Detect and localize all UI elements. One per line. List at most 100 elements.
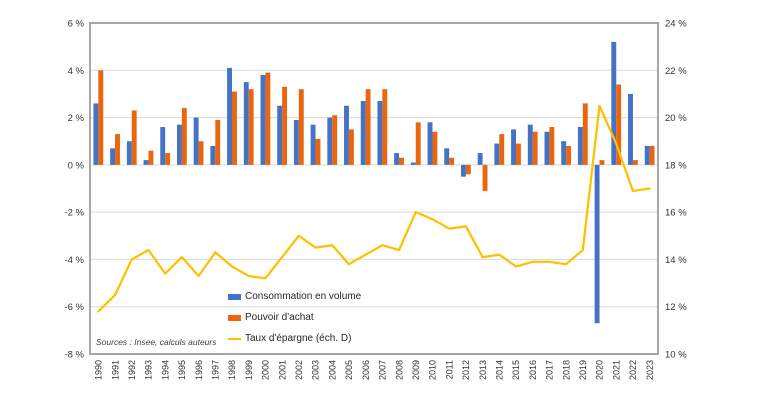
- x-axis-tick-label: 2006: [361, 360, 371, 380]
- bar-pouvoir-achat-1993: [148, 150, 154, 165]
- bar-pouvoir-achat-1997: [215, 119, 221, 165]
- bar-pouvoir-achat-2008: [399, 157, 404, 165]
- left-axis-tick-label: 0 %: [68, 160, 85, 171]
- x-axis-tick-label: 2012: [461, 360, 471, 380]
- x-axis-tick-label: 2007: [378, 360, 388, 380]
- right-axis-tick-label: 22 %: [665, 66, 687, 77]
- legend-swatch-taux-epargne: [228, 338, 241, 340]
- x-axis-tick-label: 2021: [611, 360, 621, 380]
- bar-pouvoir-achat-1998: [232, 91, 237, 165]
- x-axis-tick-label: 2003: [311, 360, 321, 380]
- bar-consommation-2022: [628, 93, 633, 165]
- bar-consommation-1992: [126, 141, 132, 165]
- bar-consommation-2004: [327, 117, 333, 165]
- x-axis-tick-label: 2011: [444, 360, 454, 379]
- bar-pouvoir-achat-2013: [482, 164, 488, 191]
- bar-consommation-2021: [611, 41, 617, 165]
- right-axis-tick-label: 24 %: [665, 19, 687, 30]
- bar-consommation-1996: [193, 117, 199, 165]
- bar-consommation-1990: [93, 103, 99, 165]
- x-axis-tick-label: 2005: [344, 360, 354, 380]
- x-axis-tick-label: 2015: [511, 360, 521, 380]
- bar-consommation-1997: [210, 145, 216, 165]
- bar-pouvoir-achat-1994: [165, 153, 171, 165]
- x-axis-tick-label: 1993: [144, 360, 154, 380]
- bar-consommation-1994: [160, 127, 166, 165]
- x-axis-tick-label: 2000: [261, 360, 271, 380]
- bar-consommation-2007: [377, 101, 383, 165]
- bar-consommation-2012: [460, 164, 466, 177]
- bar-consommation-2018: [561, 141, 567, 165]
- x-axis-tick-label: 2002: [294, 360, 304, 380]
- bar-pouvoir-achat-2010: [432, 131, 438, 165]
- bar-consommation-1999: [243, 82, 249, 165]
- x-axis-tick-label: 1992: [127, 360, 137, 380]
- bar-consommation-2002: [293, 119, 299, 165]
- bar-pouvoir-achat-1996: [198, 141, 204, 165]
- right-axis-tick-label: 20 %: [665, 113, 687, 124]
- bar-pouvoir-achat-2001: [282, 86, 288, 165]
- bar-pouvoir-achat-2017: [549, 127, 555, 165]
- bar-consommation-2013: [477, 153, 483, 165]
- bar-pouvoir-achat-2019: [582, 103, 588, 165]
- bar-pouvoir-achat-2021: [616, 84, 622, 165]
- bar-pouvoir-achat-2006: [365, 89, 371, 165]
- legend-item-taux-epargne: Taux d'épargne (éch. D): [228, 332, 361, 346]
- bar-pouvoir-achat-2004: [332, 115, 338, 165]
- right-axis-tick-label: 18 %: [665, 160, 687, 171]
- bar-consommation-1998: [227, 67, 232, 165]
- bar-consommation-2020: [594, 164, 600, 324]
- source-note: Sources : Insee, calculs auteurs: [96, 337, 217, 347]
- bar-pouvoir-achat-2002: [298, 89, 304, 165]
- bar-consommation-1995: [176, 124, 182, 165]
- right-axis-tick-label: 14 %: [665, 255, 687, 266]
- bar-consommation-2000: [260, 75, 266, 165]
- left-axis-tick-label: 2 %: [68, 113, 85, 124]
- left-axis-tick-label: -2 %: [64, 208, 84, 219]
- bar-consommation-2016: [527, 124, 533, 165]
- bar-pouvoir-achat-2000: [265, 72, 271, 165]
- bar-pouvoir-achat-1990: [98, 70, 104, 165]
- x-axis-tick-label: 2014: [494, 360, 504, 380]
- x-axis-tick-label: 2019: [578, 360, 588, 380]
- bar-consommation-2009: [410, 162, 416, 165]
- bar-pouvoir-achat-2011: [449, 157, 455, 165]
- chart-legend: Consommation en volume Pouvoir d'achat T…: [228, 290, 361, 346]
- x-axis-tick-label: 1991: [110, 360, 120, 380]
- bar-pouvoir-achat-1992: [131, 110, 137, 165]
- right-axis-tick-label: 12 %: [665, 302, 687, 313]
- bar-consommation-2006: [360, 101, 366, 165]
- x-axis-tick-label: 2022: [628, 360, 638, 380]
- x-axis-tick-label: 1995: [177, 360, 187, 380]
- legend-label-pouvoir-achat: Pouvoir d'achat: [245, 312, 314, 323]
- bar-consommation-2023: [644, 145, 650, 165]
- legend-item-consommation: Consommation en volume: [228, 290, 361, 304]
- x-axis-tick-label: 1998: [227, 360, 237, 380]
- bar-pouvoir-achat-2020: [599, 160, 605, 165]
- bar-pouvoir-achat-2007: [382, 89, 388, 165]
- x-axis-tick-label: 1999: [244, 360, 254, 380]
- left-axis-tick-label: 4 %: [68, 66, 85, 77]
- right-axis-tick-label: 10 %: [665, 350, 687, 361]
- line-taux-epargne: [97, 104, 651, 313]
- x-axis-tick-label: 1996: [194, 360, 204, 380]
- x-axis-tick-label: 1994: [160, 360, 170, 380]
- legend-label-consommation: Consommation en volume: [245, 291, 362, 302]
- bar-pouvoir-achat-2018: [566, 145, 572, 165]
- bar-pouvoir-achat-2023: [649, 145, 655, 165]
- bar-consommation-2005: [344, 105, 349, 165]
- x-axis-tick-label: 2010: [428, 360, 438, 380]
- bar-consommation-2017: [544, 131, 550, 165]
- bar-consommation-2003: [310, 124, 316, 165]
- bar-consommation-2015: [511, 129, 516, 165]
- legend-swatch-consommation: [228, 294, 241, 300]
- x-axis-tick-label: 2009: [411, 360, 421, 380]
- left-axis-tick-label: -8 %: [64, 350, 84, 361]
- legend-item-pouvoir-achat: Pouvoir d'achat: [228, 311, 361, 325]
- bar-consommation-2014: [494, 143, 500, 165]
- legend-label-taux-epargne: Taux d'épargne (éch. D): [245, 333, 352, 344]
- x-axis-tick-label: 2004: [327, 360, 337, 380]
- left-axis-tick-label: -6 %: [64, 302, 84, 313]
